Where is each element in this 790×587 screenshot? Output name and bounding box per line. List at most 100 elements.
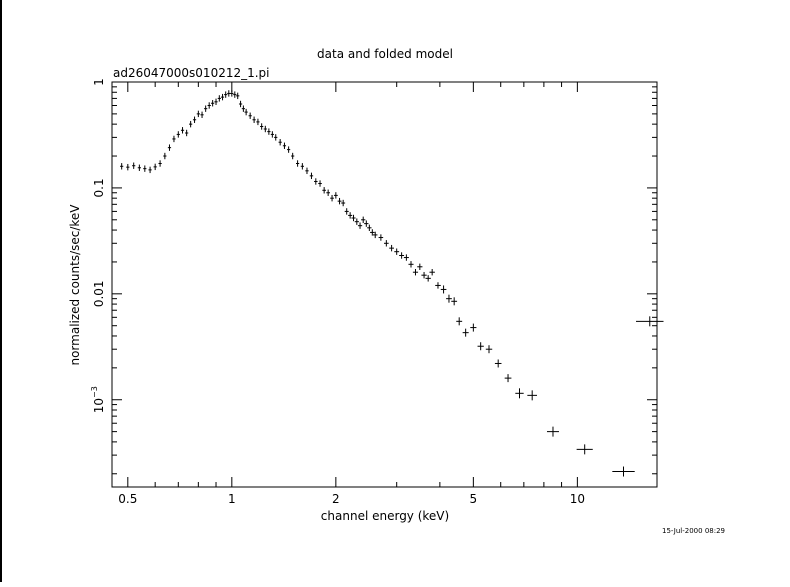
- data-point: [333, 192, 338, 199]
- data-point: [341, 199, 346, 207]
- timestamp: 15-Jul-2000 08:29: [662, 527, 725, 535]
- data-point: [278, 139, 282, 146]
- data-point: [207, 102, 211, 109]
- x-axis-label: channel energy (keV): [321, 509, 449, 523]
- data-point: [274, 134, 278, 141]
- data-point: [330, 194, 334, 202]
- data-point: [217, 95, 221, 102]
- data-point: [408, 261, 414, 268]
- data-point: [260, 123, 264, 130]
- data-point: [291, 152, 295, 160]
- data-point: [412, 269, 419, 276]
- data-point: [337, 197, 342, 205]
- data-point: [282, 142, 287, 149]
- data-point: [214, 98, 218, 106]
- data-point: [429, 269, 435, 276]
- data-point: [248, 112, 252, 119]
- x-tick-label: 2: [332, 492, 340, 506]
- data-point: [446, 294, 452, 303]
- data-point: [172, 135, 176, 143]
- data-point: [576, 444, 593, 455]
- data-point: [295, 160, 300, 167]
- data-point: [200, 111, 204, 119]
- data-point: [344, 208, 349, 215]
- data-point: [546, 426, 559, 437]
- data-point: [421, 271, 427, 279]
- data-point: [227, 90, 231, 97]
- data-point: [143, 165, 147, 172]
- data-point: [417, 263, 423, 270]
- data-point: [462, 328, 469, 337]
- data-point: [361, 216, 366, 223]
- data-point: [318, 180, 322, 187]
- data-point: [425, 275, 431, 282]
- data-point: [192, 116, 197, 123]
- x-tick-label: 10: [570, 492, 585, 506]
- data-point: [485, 345, 493, 354]
- data-point: [322, 187, 326, 194]
- data-point: [527, 390, 538, 401]
- data-point: [189, 120, 193, 128]
- data-point: [120, 163, 124, 170]
- chart-title: data and folded model: [317, 47, 453, 61]
- plot-frame: [111, 81, 658, 488]
- x-tick-label: 5: [470, 492, 478, 506]
- window-left-edge: [0, 0, 2, 582]
- y-tick-label: 0.01: [92, 280, 106, 307]
- data-point: [399, 252, 405, 259]
- data-point: [612, 466, 635, 477]
- data-point: [196, 110, 200, 118]
- data-point: [364, 220, 369, 227]
- data-point: [456, 317, 463, 326]
- data-point: [163, 152, 167, 160]
- data-point: [167, 144, 172, 151]
- data-point: [185, 129, 189, 137]
- data-point: [244, 108, 248, 116]
- data-point: [351, 214, 356, 222]
- data-point: [153, 163, 157, 171]
- data-point: [233, 91, 237, 98]
- data-point: [176, 131, 180, 138]
- data-point: [126, 163, 130, 171]
- data-point: [263, 125, 267, 133]
- data-point: [357, 222, 363, 229]
- x-tick-label: 1: [228, 492, 236, 506]
- data-point: [132, 162, 136, 169]
- axis-ticks: 0.5 1 2 5 10 1 0.1 0.01 10−3: [90, 78, 657, 506]
- data-point: [300, 163, 304, 170]
- data-point: [256, 118, 260, 126]
- x-tick-label: 0.5: [118, 492, 137, 506]
- data-point: [309, 172, 314, 180]
- data-point: [287, 146, 291, 153]
- data-point: [504, 374, 512, 383]
- y-tick-label: 0.1: [92, 178, 106, 197]
- data-point: [314, 178, 318, 185]
- data-point: [204, 105, 208, 112]
- data-point: [158, 160, 162, 167]
- data-point: [224, 91, 228, 98]
- data-point: [403, 254, 409, 261]
- data-point: [148, 166, 152, 174]
- data-point: [367, 224, 372, 232]
- data-point: [137, 164, 141, 171]
- y-tick-label: 10−3: [90, 386, 106, 413]
- data-point: [326, 189, 330, 196]
- data-point: [477, 342, 484, 351]
- data-point: [236, 92, 240, 100]
- data-point: [470, 323, 477, 332]
- data-point: [211, 100, 215, 107]
- data-point: [372, 231, 378, 239]
- data-point: [451, 297, 458, 306]
- data-point: [252, 116, 256, 123]
- data-point: [515, 388, 524, 399]
- data-point: [636, 316, 664, 327]
- y-tick-label: 1: [92, 78, 106, 86]
- data-point: [238, 100, 243, 108]
- data-point: [180, 127, 185, 134]
- data-point: [494, 359, 502, 368]
- data-point: [241, 105, 245, 112]
- data-point: [435, 282, 441, 289]
- data-point: [384, 240, 389, 247]
